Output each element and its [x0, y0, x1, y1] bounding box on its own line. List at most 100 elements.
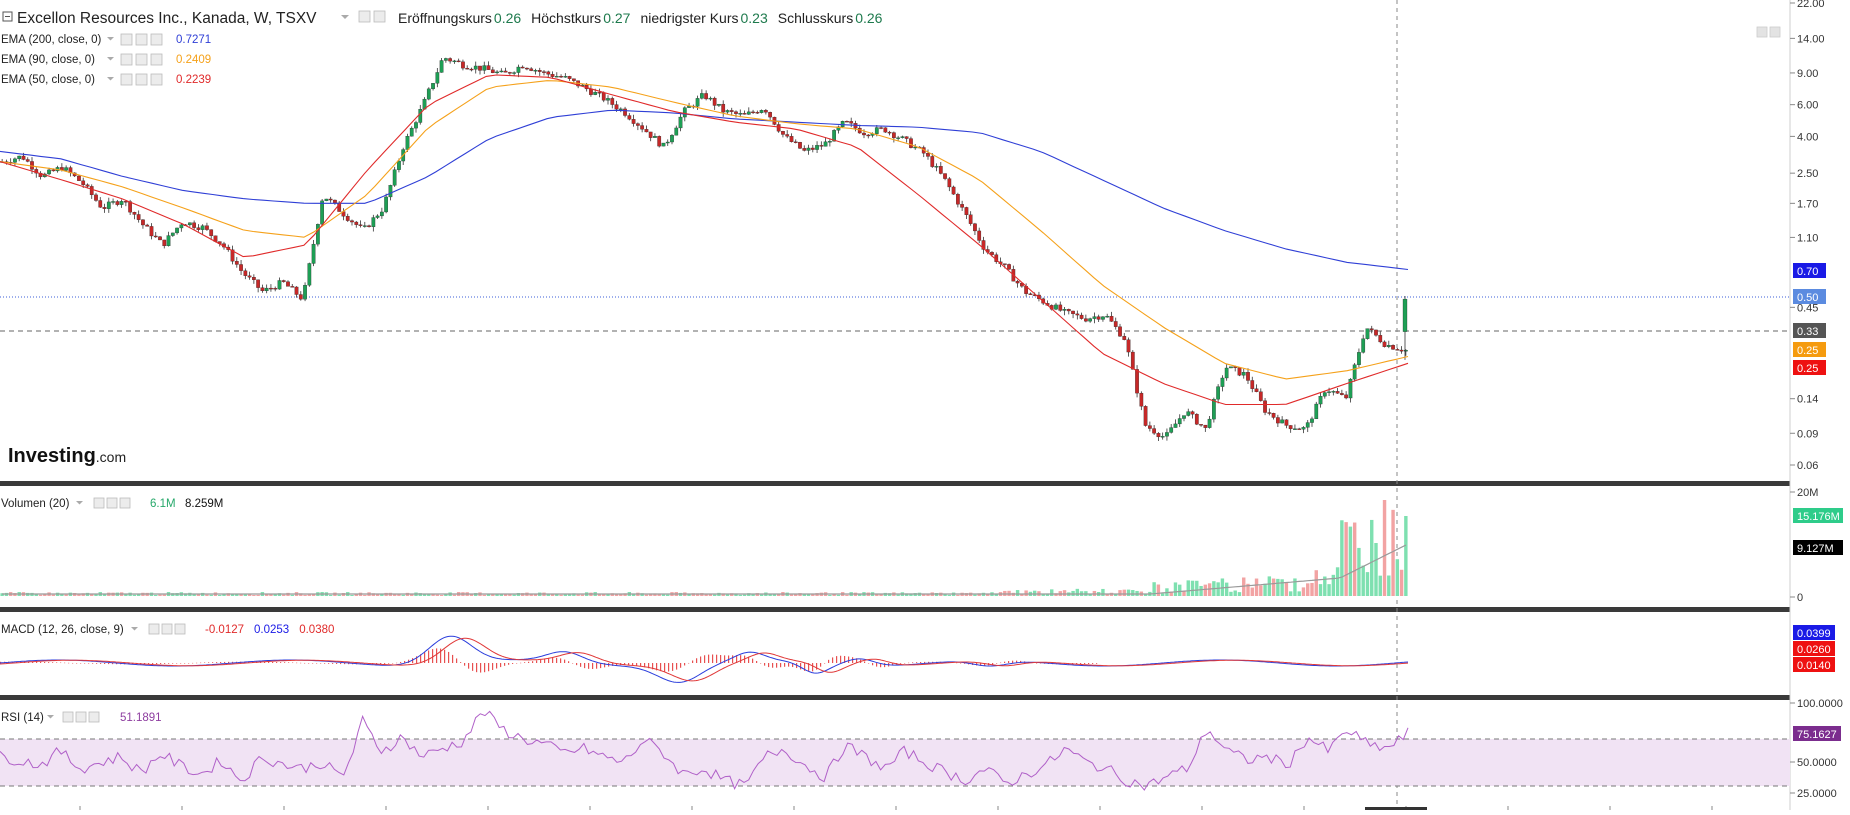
candle[interactable]	[503, 70, 508, 73]
visibility-icon[interactable]	[373, 10, 386, 23]
candle[interactable]	[623, 108, 627, 116]
candle[interactable]	[371, 217, 376, 228]
candle[interactable]	[81, 180, 86, 185]
ema-visibility-icon-0[interactable]	[135, 33, 148, 46]
candle[interactable]	[593, 92, 598, 95]
candle[interactable]	[618, 108, 623, 111]
candle[interactable]	[444, 58, 448, 61]
candle[interactable]	[712, 97, 717, 106]
candle[interactable]	[926, 153, 930, 157]
rsi-dropdown-icon[interactable]	[47, 715, 54, 719]
rsi-axis[interactable]: 100.0000 50.0000 25.0000	[1790, 698, 1843, 800]
candle[interactable]	[627, 115, 632, 120]
candle[interactable]	[1109, 315, 1114, 322]
rsi-remove-icon[interactable]	[88, 711, 100, 723]
candle[interactable]	[431, 83, 435, 90]
candle[interactable]	[640, 125, 644, 130]
candle[interactable]	[170, 232, 175, 236]
candle[interactable]	[51, 169, 56, 172]
candle[interactable]	[990, 252, 994, 255]
candle[interactable]	[286, 281, 290, 287]
candle[interactable]	[1169, 427, 1174, 433]
candle[interactable]	[1288, 425, 1293, 430]
candle[interactable]	[810, 147, 815, 150]
candle[interactable]	[34, 169, 39, 174]
candle[interactable]	[115, 201, 120, 205]
candle[interactable]	[589, 88, 593, 95]
candle[interactable]	[486, 65, 491, 70]
candle[interactable]	[520, 66, 525, 69]
candle[interactable]	[1348, 378, 1353, 399]
candle[interactable]	[546, 71, 551, 75]
candle[interactable]	[819, 145, 824, 147]
candle[interactable]	[281, 280, 286, 282]
candle[interactable]	[397, 160, 401, 170]
candle[interactable]	[158, 236, 162, 241]
candle[interactable]	[1156, 433, 1161, 438]
candle[interactable]	[1101, 316, 1105, 320]
candle[interactable]	[725, 110, 730, 113]
candle[interactable]	[1054, 304, 1058, 310]
candle[interactable]	[205, 225, 209, 230]
candle[interactable]	[764, 110, 768, 113]
candle[interactable]	[981, 240, 986, 250]
candle[interactable]	[1378, 335, 1383, 343]
candle[interactable]	[482, 65, 487, 71]
candle[interactable]	[1369, 328, 1374, 331]
candle[interactable]	[776, 124, 781, 132]
candle[interactable]	[832, 130, 836, 142]
candle[interactable]	[657, 136, 662, 147]
candle[interactable]	[1318, 396, 1323, 405]
candle[interactable]	[435, 72, 440, 84]
candle[interactable]	[1301, 427, 1306, 430]
candle[interactable]	[1096, 316, 1101, 320]
candle[interactable]	[1241, 372, 1246, 376]
candle[interactable]	[414, 122, 418, 129]
volume-legend[interactable]: Volumen (20) 6.1M 8.259M	[1, 497, 223, 510]
candle[interactable]	[243, 270, 248, 276]
candle[interactable]	[516, 66, 521, 73]
candle[interactable]	[896, 137, 900, 139]
candle[interactable]	[324, 198, 329, 202]
ema-remove-icon-0[interactable]	[150, 33, 163, 46]
ema-legend[interactable]: EMA (200, close, 0) 0.7271 EMA (90, close,…	[1, 33, 211, 86]
candle[interactable]	[1250, 380, 1255, 389]
candle[interactable]	[678, 116, 683, 129]
rsi-visibility-icon[interactable]	[75, 711, 87, 723]
candle[interactable]	[1258, 391, 1263, 401]
candle[interactable]	[1399, 349, 1404, 352]
candle[interactable]	[1229, 366, 1233, 369]
candle[interactable]	[495, 71, 499, 74]
candle[interactable]	[260, 287, 265, 292]
volume-settings-icon[interactable]	[93, 497, 105, 509]
candle[interactable]	[610, 98, 615, 105]
ema-dropdown-icon-0[interactable]	[107, 37, 114, 41]
candle[interactable]	[456, 60, 461, 63]
candle[interactable]	[525, 67, 529, 70]
candle[interactable]	[1092, 316, 1097, 319]
candle[interactable]	[1113, 321, 1118, 327]
candle[interactable]	[751, 111, 755, 114]
candle[interactable]	[1233, 366, 1238, 368]
candle[interactable]	[665, 141, 670, 144]
candle[interactable]	[102, 207, 107, 209]
candle[interactable]	[1220, 377, 1225, 387]
candle[interactable]	[1207, 418, 1212, 428]
candle[interactable]	[1271, 413, 1276, 418]
candle[interactable]	[729, 110, 734, 112]
candle[interactable]	[85, 184, 90, 187]
candle[interactable]	[111, 201, 115, 203]
candle[interactable]	[1186, 411, 1191, 416]
candle[interactable]	[461, 61, 465, 69]
candle[interactable]	[1062, 309, 1067, 311]
candle[interactable]	[392, 169, 397, 186]
candle[interactable]	[1122, 336, 1127, 340]
candle[interactable]	[439, 60, 444, 73]
ema-remove-icon-1[interactable]	[150, 53, 163, 66]
candle[interactable]	[1284, 419, 1289, 426]
candle[interactable]	[247, 275, 252, 278]
candle[interactable]	[674, 127, 679, 136]
candle[interactable]	[1237, 367, 1242, 376]
candle[interactable]	[311, 243, 316, 264]
candle[interactable]	[1160, 436, 1165, 438]
